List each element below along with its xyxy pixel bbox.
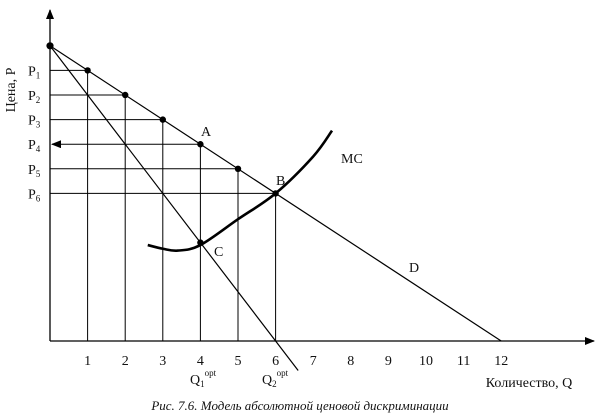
marginal-cost-curve [147, 129, 334, 253]
q2-opt-label: Q2opt [262, 368, 289, 389]
demand-point-2 [122, 91, 129, 99]
demand-label: D [409, 261, 419, 276]
demand-point-1 [84, 67, 91, 74]
x-axis-label: Количество, Q [486, 376, 573, 391]
x-tick-label: 5 [235, 354, 242, 369]
demand-intercept-point [46, 42, 54, 50]
figure-caption: Рис. 7.6. Модель абсолютной ценовой диск… [151, 398, 449, 413]
x-tick-label: 9 [385, 354, 392, 369]
price-label-p3: P3 [28, 114, 41, 130]
q1-opt-label: Q1opt [190, 368, 217, 389]
demand-point-4 [197, 141, 204, 148]
demand-point-3 [159, 116, 166, 123]
price-label-p4: P4 [28, 138, 41, 154]
x-tick-label: 1 [84, 354, 91, 369]
point-c [197, 239, 204, 246]
price-labels: P1 P2 P3 P4 P5 P6 [28, 64, 41, 203]
demand-point-6 [272, 190, 279, 197]
x-tick-label: 6 [272, 354, 279, 369]
quantity-tick-labels: 1 2 3 4 5 6 7 8 9 10 11 12 [84, 354, 508, 369]
x-tick-label: 12 [494, 354, 508, 369]
x-tick-label: 8 [347, 354, 354, 369]
demand-point-5 [234, 165, 242, 173]
mc-label: MC [341, 152, 363, 167]
point-a-label: A [201, 125, 212, 140]
point-b-label: B [276, 174, 285, 189]
x-tick-label: 10 [419, 354, 433, 369]
points [46, 42, 279, 246]
x-tick-label: 2 [122, 354, 129, 369]
price-step-lines [50, 69, 277, 341]
price-label-p1: P1 [28, 64, 40, 80]
x-tick-label: 3 [159, 354, 166, 369]
x-tick-label: 11 [457, 354, 470, 369]
price-label-p5: P5 [28, 163, 41, 179]
x-tick-label: 7 [310, 354, 317, 369]
point-c-label: C [214, 245, 223, 260]
price-label-p2: P2 [28, 89, 40, 105]
y-axis-label: Цена, Р [4, 67, 19, 112]
marginal-revenue-line [49, 45, 299, 371]
price-label-p6: P6 [28, 187, 41, 203]
x-tick-label: 4 [197, 354, 204, 369]
